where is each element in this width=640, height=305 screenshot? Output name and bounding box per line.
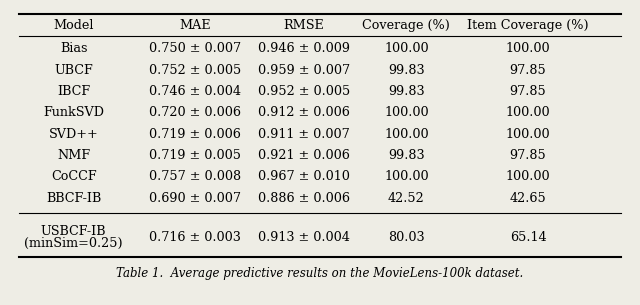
Text: Bias: Bias xyxy=(60,42,87,55)
Text: 100.00: 100.00 xyxy=(506,128,550,141)
Text: 0.921 ± 0.006: 0.921 ± 0.006 xyxy=(258,149,350,162)
Text: 100.00: 100.00 xyxy=(506,42,550,55)
Text: 0.886 ± 0.006: 0.886 ± 0.006 xyxy=(258,192,350,205)
Text: 0.912 ± 0.006: 0.912 ± 0.006 xyxy=(258,106,350,119)
Text: 100.00: 100.00 xyxy=(384,106,429,119)
Text: 100.00: 100.00 xyxy=(384,128,429,141)
Text: 0.911 ± 0.007: 0.911 ± 0.007 xyxy=(258,128,350,141)
Text: USBCF-IB: USBCF-IB xyxy=(41,225,106,239)
Text: NMF: NMF xyxy=(57,149,90,162)
Text: 100.00: 100.00 xyxy=(506,106,550,119)
Text: CoCCF: CoCCF xyxy=(51,170,97,183)
Text: 80.03: 80.03 xyxy=(388,231,425,244)
Text: 0.959 ± 0.007: 0.959 ± 0.007 xyxy=(258,64,350,77)
Text: 100.00: 100.00 xyxy=(506,170,550,183)
Text: 65.14: 65.14 xyxy=(509,231,547,244)
Text: 0.719 ± 0.006: 0.719 ± 0.006 xyxy=(149,128,241,141)
Text: IBCF: IBCF xyxy=(57,85,90,98)
Text: 0.752 ± 0.005: 0.752 ± 0.005 xyxy=(149,64,241,77)
Text: FunkSVD: FunkSVD xyxy=(43,106,104,119)
Text: 100.00: 100.00 xyxy=(384,170,429,183)
Text: 0.952 ± 0.005: 0.952 ± 0.005 xyxy=(258,85,350,98)
Text: 0.690 ± 0.007: 0.690 ± 0.007 xyxy=(149,192,241,205)
Text: Table 1.  Average predictive results on the MovieLens-100k dataset.: Table 1. Average predictive results on t… xyxy=(116,267,524,280)
Text: Coverage (%): Coverage (%) xyxy=(362,20,451,32)
Text: 0.719 ± 0.005: 0.719 ± 0.005 xyxy=(149,149,241,162)
Text: UBCF: UBCF xyxy=(54,64,93,77)
Text: 42.52: 42.52 xyxy=(388,192,425,205)
Text: 0.757 ± 0.008: 0.757 ± 0.008 xyxy=(149,170,241,183)
Text: 100.00: 100.00 xyxy=(384,42,429,55)
Text: 0.720 ± 0.006: 0.720 ± 0.006 xyxy=(149,106,241,119)
Text: 0.716 ± 0.003: 0.716 ± 0.003 xyxy=(149,231,241,244)
Text: SVD++: SVD++ xyxy=(49,128,99,141)
Text: MAE: MAE xyxy=(179,20,211,32)
Text: 97.85: 97.85 xyxy=(509,149,547,162)
Text: 0.946 ± 0.009: 0.946 ± 0.009 xyxy=(258,42,350,55)
Text: 0.746 ± 0.004: 0.746 ± 0.004 xyxy=(149,85,241,98)
Text: 0.913 ± 0.004: 0.913 ± 0.004 xyxy=(258,231,350,244)
Text: (minSim=0.25): (minSim=0.25) xyxy=(24,237,123,250)
Text: 0.967 ± 0.010: 0.967 ± 0.010 xyxy=(258,170,350,183)
Text: Model: Model xyxy=(53,20,94,32)
Text: 99.83: 99.83 xyxy=(388,85,425,98)
Text: RMSE: RMSE xyxy=(284,20,324,32)
Text: 99.83: 99.83 xyxy=(388,64,425,77)
Text: 42.65: 42.65 xyxy=(509,192,547,205)
Text: Item Coverage (%): Item Coverage (%) xyxy=(467,20,589,32)
Text: 0.750 ± 0.007: 0.750 ± 0.007 xyxy=(149,42,241,55)
Text: 97.85: 97.85 xyxy=(509,64,547,77)
Text: 99.83: 99.83 xyxy=(388,149,425,162)
Text: 97.85: 97.85 xyxy=(509,85,547,98)
Text: BBCF-IB: BBCF-IB xyxy=(46,192,101,205)
